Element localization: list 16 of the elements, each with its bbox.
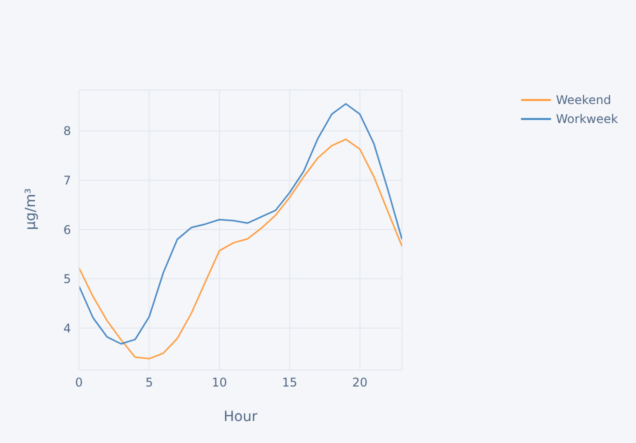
y-tick-label: 8: [63, 124, 71, 138]
x-tick-label: 5: [145, 376, 154, 390]
x-tick-label: 10: [212, 376, 228, 390]
x-tick-label: 15: [282, 376, 298, 390]
y-axis-title: μg/m³: [22, 188, 39, 230]
line-series: [79, 103, 402, 345]
y-tick-label: 4: [63, 321, 71, 336]
x-tick-label: 20: [352, 376, 368, 390]
line-series: [79, 138, 402, 360]
y-tick-label: 6: [63, 222, 71, 237]
y-tick-label: 7: [63, 173, 71, 188]
y-tick-label: 5: [63, 272, 71, 286]
x-axis-title: Hour: [224, 409, 258, 425]
legend-label: Weekend: [556, 92, 612, 106]
legend-label: Workweek: [556, 112, 618, 126]
x-tick-label: 0: [75, 376, 83, 390]
